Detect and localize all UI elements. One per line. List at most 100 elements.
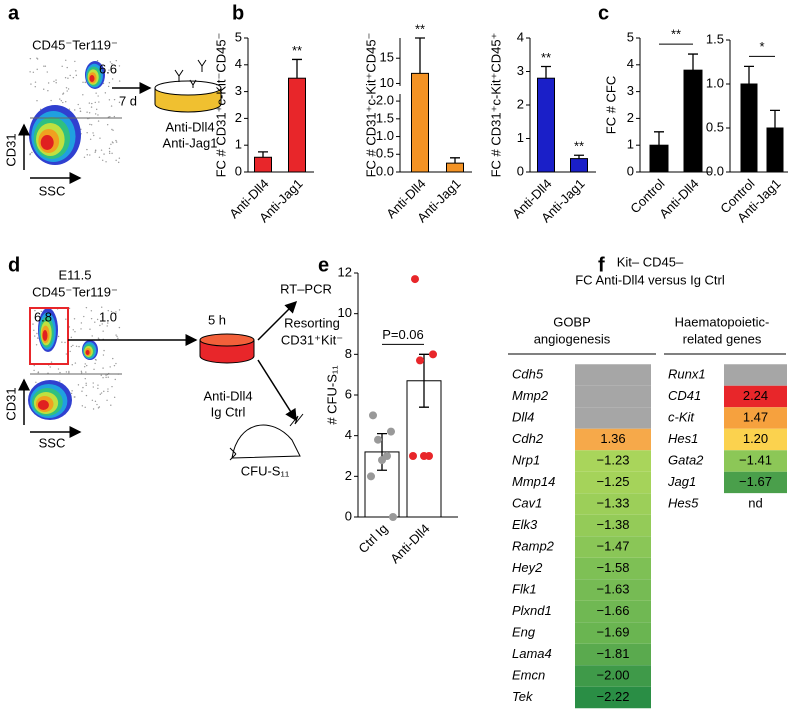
event-dot	[36, 337, 39, 339]
arrow-label: 7 d	[119, 93, 137, 108]
event-dot	[77, 103, 79, 106]
event-dot	[104, 92, 107, 94]
event-dot	[105, 376, 107, 379]
event-dot	[47, 90, 49, 92]
gene-name: Lama4	[512, 646, 552, 661]
event-dot	[102, 367, 104, 369]
y-tick-label: 1.5	[376, 110, 394, 125]
event-dot	[97, 120, 100, 122]
event-dot	[32, 323, 34, 325]
x-tick-label: Anti-Dll4	[387, 521, 432, 566]
bar	[570, 158, 588, 173]
density	[40, 135, 54, 150]
event-dot	[97, 95, 99, 97]
panel-label: f	[598, 254, 605, 276]
event-dot	[70, 345, 73, 348]
event-dot	[112, 357, 114, 360]
data-point	[409, 452, 417, 460]
gene-name: Cdh2	[512, 431, 544, 446]
density	[37, 400, 49, 410]
y-tick-label: 2	[517, 96, 524, 111]
event-dot	[33, 369, 35, 372]
event-dot	[91, 102, 93, 105]
treatment: Anti-Jag1	[163, 135, 218, 150]
y-tick-label: 10	[380, 75, 394, 90]
gate-value: 1.0	[99, 309, 117, 324]
gene-name: Cdh5	[512, 366, 544, 381]
event-dot	[88, 102, 91, 104]
y-axis-label: FC # CD31⁺c-Kit⁺CD45⁻	[363, 33, 378, 178]
event-dot	[115, 312, 117, 315]
arrow-label: 5 h	[208, 312, 226, 327]
gene-name: Hes1	[668, 431, 698, 446]
event-dot	[89, 328, 91, 330]
y-tick-label: 1	[517, 130, 524, 145]
y-tick-label: 1.0	[706, 75, 724, 90]
event-dot	[75, 345, 78, 347]
heatmap-cell	[724, 364, 787, 386]
event-dot	[111, 385, 113, 388]
table-header: related genes	[683, 331, 762, 346]
event-dot	[83, 365, 86, 368]
data-point	[420, 452, 428, 460]
data-point	[389, 513, 397, 521]
table-header: angiogenesis	[534, 331, 611, 346]
event-dot	[106, 399, 108, 402]
gene-name: Flk1	[512, 581, 537, 596]
event-dot	[100, 374, 102, 376]
event-dot	[73, 396, 76, 398]
event-dot	[107, 322, 109, 324]
gene-name: Hey2	[512, 560, 543, 575]
heatmap-cell	[575, 600, 651, 623]
error-bar	[744, 65, 754, 84]
event-dot	[34, 309, 36, 312]
event-dot	[84, 406, 86, 409]
output: CFU-S₁₁	[241, 463, 290, 478]
heatmap-cell	[575, 622, 651, 644]
event-dot	[71, 390, 73, 392]
x-tick-label: Ctrl Ig	[355, 521, 390, 556]
heatmap-cell	[575, 536, 651, 558]
event-dot	[118, 157, 121, 159]
event-dot	[36, 100, 38, 102]
event-dot	[86, 132, 88, 134]
event-dot	[68, 370, 70, 373]
event-dot	[115, 59, 117, 62]
cell-value: −2.22	[597, 689, 630, 704]
cell-value: 1.20	[743, 431, 768, 446]
heatmap-cell	[575, 514, 651, 537]
event-dot	[97, 114, 99, 116]
event-dot	[81, 405, 84, 407]
event-dot	[69, 74, 71, 77]
event-dot	[94, 150, 97, 152]
event-dot	[65, 318, 67, 320]
mouse	[229, 413, 304, 461]
event-dot	[44, 65, 47, 67]
event-dot	[113, 98, 116, 101]
event-dot	[109, 115, 111, 118]
event-dot	[81, 390, 83, 392]
y-tick-label: 0	[345, 508, 352, 523]
gene-name: Jag1	[667, 474, 696, 489]
event-dot	[72, 344, 74, 347]
treatment: Ig Ctrl	[211, 404, 246, 419]
axis-label: CD31	[3, 387, 18, 420]
event-dot	[92, 382, 94, 384]
bar	[254, 156, 272, 173]
event-dot	[66, 90, 68, 92]
event-dot	[34, 81, 37, 83]
data-point	[387, 427, 395, 436]
event-dot	[75, 74, 78, 77]
y-tick-label: 2	[345, 468, 352, 483]
event-dot	[74, 362, 77, 364]
event-dot	[92, 408, 95, 410]
event-dot	[91, 399, 94, 401]
event-dot	[35, 313, 37, 316]
event-dot	[96, 60, 99, 62]
event-dot	[94, 113, 97, 115]
treatment: Anti-Dll4	[203, 388, 252, 403]
event-dot	[79, 110, 82, 112]
event-dot	[96, 403, 98, 406]
event-dot	[57, 335, 60, 338]
event-dot	[59, 380, 61, 382]
